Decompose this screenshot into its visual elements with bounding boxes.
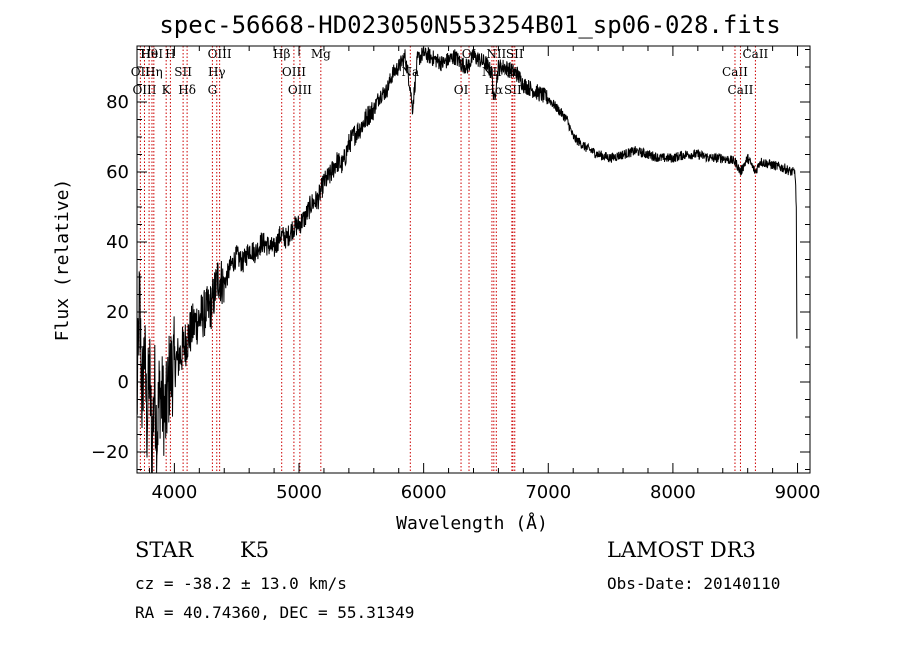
chart-title: spec-56668-HD023050N553254B01_sp06-028.f… xyxy=(159,11,780,39)
x-tick-label-4: 8000 xyxy=(650,482,696,503)
line-marker-label-11: G xyxy=(208,83,218,97)
y-tick-label-2: 20 xyxy=(106,302,129,323)
line-marker-label-4: Hη xyxy=(145,65,163,79)
line-marker-label-24: SII xyxy=(506,47,524,61)
object-subclass: K5 xyxy=(240,538,270,562)
flux-series xyxy=(136,46,798,474)
redshift-velocity: cz = -38.2 ± 13.0 km/s xyxy=(135,574,347,593)
spectral-line-markers: HθOIIOIIIHeIHηKHSIIHδOIIIHγGHβOIIIOIIIMg… xyxy=(131,46,769,473)
line-marker-label-13: OIII xyxy=(282,65,306,79)
line-marker-label-2: OIII xyxy=(132,83,156,97)
x-axis-label: Wavelength (Å) xyxy=(396,512,548,534)
line-marker-label-25: CaII xyxy=(722,65,748,79)
line-marker-label-3: HeI xyxy=(141,47,164,61)
x-tick-label-5: 9000 xyxy=(775,482,821,503)
axes: 4000 5000 6000 7000 8000 9000 −20 0 20 40 60 80 xyxy=(91,45,821,503)
y-tick-label-4: 60 xyxy=(106,162,129,183)
y-tick-label-5: 80 xyxy=(106,92,129,113)
y-tick-label-0: −20 xyxy=(91,442,129,463)
line-marker-label-27: CaII xyxy=(742,47,768,61)
line-marker-label-5: K xyxy=(162,83,172,97)
line-marker-label-21: NII xyxy=(486,47,506,61)
x-tick-label-0: 4000 xyxy=(151,482,197,503)
line-marker-label-15: Mg xyxy=(311,47,331,61)
x-tick-label-3: 7000 xyxy=(525,482,571,503)
line-marker-label-8: Hδ xyxy=(178,83,196,97)
line-marker-label-12: Hβ xyxy=(273,47,290,61)
plot-frame xyxy=(136,45,811,474)
survey-name: LAMOST DR3 xyxy=(607,538,756,562)
flux-line xyxy=(136,46,798,474)
x-tick-label-2: 6000 xyxy=(401,482,447,503)
line-marker-label-7: SII xyxy=(174,65,192,79)
x-tick-label-1: 5000 xyxy=(276,482,322,503)
y-tick-label-1: 0 xyxy=(118,372,129,393)
line-marker-label-17: OI xyxy=(454,83,469,97)
y-tick-label-3: 40 xyxy=(106,232,129,253)
observation-date: Obs-Date: 20140110 xyxy=(607,574,781,593)
line-marker-label-14: OIII xyxy=(288,83,312,97)
y-axis-label: Flux (relative) xyxy=(52,179,73,342)
line-marker-label-10: Hγ xyxy=(208,65,226,79)
line-marker-label-23: SII xyxy=(504,83,522,97)
sky-coordinates: RA = 40.74360, DEC = 55.31349 xyxy=(135,603,415,622)
line-marker-label-26: CaII xyxy=(728,83,754,97)
line-marker-label-9: OIII xyxy=(208,47,232,61)
line-marker-label-20: Hα xyxy=(485,83,504,97)
line-marker-label-6: H xyxy=(165,47,175,61)
line-marker-label-1: OII xyxy=(131,65,151,79)
object-class: STAR xyxy=(135,538,194,562)
